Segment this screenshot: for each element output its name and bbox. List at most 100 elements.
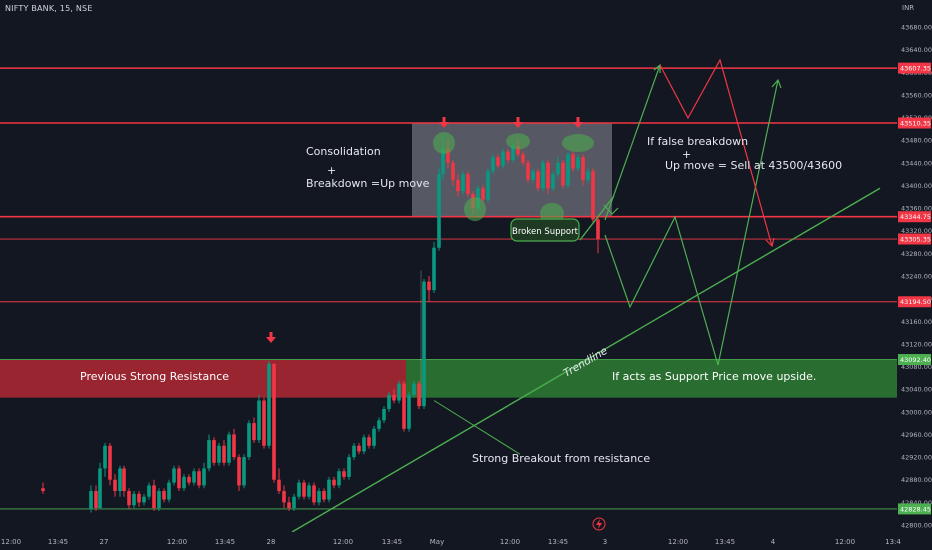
y-tick-label: 42880.00	[901, 476, 932, 484]
candle	[247, 420, 251, 460]
candle-body	[412, 383, 416, 395]
x-tick-label: 12:00	[1, 538, 21, 546]
breakdown-text: Breakdown =Up move	[306, 177, 430, 190]
candle-body	[98, 468, 102, 509]
candle	[317, 488, 321, 506]
candle	[257, 394, 261, 443]
sell-level-text: Up move = Sell at 43500/43600	[665, 159, 842, 172]
candle-body	[137, 493, 141, 503]
level-tag-bg	[898, 117, 931, 129]
x-tick-label: May	[430, 538, 444, 546]
candle	[541, 159, 545, 192]
candle-body	[566, 154, 570, 186]
candle	[466, 171, 470, 197]
level-price-tag: 42828.45	[898, 503, 931, 515]
level-tag-label: 43510.35	[900, 120, 931, 128]
broken-support-label: Broken Support	[512, 227, 579, 237]
candle	[521, 151, 525, 166]
candle-body	[521, 154, 525, 163]
candle	[177, 465, 181, 492]
y-tick-label: 43240.00	[901, 273, 932, 281]
candle-body	[172, 468, 176, 483]
highlight-ellipse-1	[506, 133, 530, 150]
candle-body	[127, 491, 131, 506]
event-icon-ring	[592, 517, 606, 531]
x-tick-label: 4	[771, 538, 776, 546]
candle	[491, 154, 495, 175]
level-tag-label: 43607.35	[900, 65, 931, 73]
candle	[222, 440, 226, 466]
highlight-ellipse-0	[433, 132, 455, 155]
red-down-marker	[573, 117, 583, 128]
candle	[292, 493, 296, 511]
candle-body	[152, 485, 156, 509]
candle-body	[122, 468, 126, 492]
candle	[501, 148, 505, 169]
candle-body	[392, 394, 396, 401]
level-tag-bg	[898, 233, 931, 245]
x-tick-label: 12:00	[167, 538, 187, 546]
level-tag-bg	[898, 62, 931, 74]
candle-body	[157, 491, 161, 509]
candle-body	[347, 457, 351, 477]
candle-body	[257, 400, 261, 441]
candle-body	[417, 383, 421, 407]
false-breakdown-text: If false breakdown	[647, 135, 748, 148]
price-axis	[897, 0, 932, 550]
support-zone	[406, 359, 897, 398]
broken-support-box	[510, 218, 580, 242]
candle-body	[103, 445, 107, 469]
candle	[277, 468, 281, 494]
candle-body	[496, 157, 500, 166]
level-tag-bg	[898, 211, 931, 223]
candle	[347, 454, 351, 480]
candle	[187, 474, 191, 486]
marker-stem	[516, 117, 520, 123]
candle	[287, 496, 291, 511]
candle-body	[307, 485, 311, 497]
candle-body	[197, 471, 201, 486]
candle-body	[182, 476, 186, 489]
candle-body	[546, 162, 550, 189]
candle	[576, 154, 580, 172]
highlight-ellipse-3	[464, 197, 486, 222]
false-breakdown-up-path	[604, 64, 661, 221]
candle	[207, 434, 211, 472]
level-tag-label: 43305.35	[900, 236, 931, 244]
candle	[456, 174, 460, 197]
candle-body	[531, 171, 535, 180]
candle	[307, 482, 311, 500]
candle-body	[402, 383, 406, 429]
candle	[422, 278, 426, 409]
candle	[197, 468, 201, 489]
level-tag-label: 43344.75	[900, 213, 931, 221]
candle-body	[162, 491, 166, 500]
candle	[367, 434, 371, 449]
candle	[122, 465, 126, 497]
candle	[546, 159, 550, 194]
x-tick-label: 12:00	[333, 538, 353, 546]
candle	[262, 397, 266, 449]
currency-label: INR	[902, 4, 915, 12]
candle-body	[118, 468, 122, 492]
y-tick-label: 43080.00	[901, 363, 932, 371]
candle-body	[576, 157, 580, 169]
candle-body	[108, 445, 112, 480]
candle	[352, 442, 356, 460]
candle	[242, 454, 246, 489]
red-down-marker	[266, 332, 276, 343]
resistance-zone-label: Previous Strong Resistance	[80, 370, 229, 383]
candle	[531, 168, 535, 183]
symbol-title: NIFTY BANK, 15, NSE	[5, 4, 93, 13]
candle	[172, 465, 176, 486]
level-price-tag: 43607.35	[898, 62, 931, 74]
x-tick-label: 13:45	[715, 538, 735, 546]
support-zone-label: If acts as Support Price move upside.	[612, 370, 816, 383]
candle	[337, 468, 341, 489]
candle-body	[551, 174, 555, 189]
candle-body	[192, 471, 196, 483]
level-price-tag: 43344.75	[898, 211, 931, 223]
candle	[142, 493, 146, 506]
candle	[157, 488, 161, 511]
